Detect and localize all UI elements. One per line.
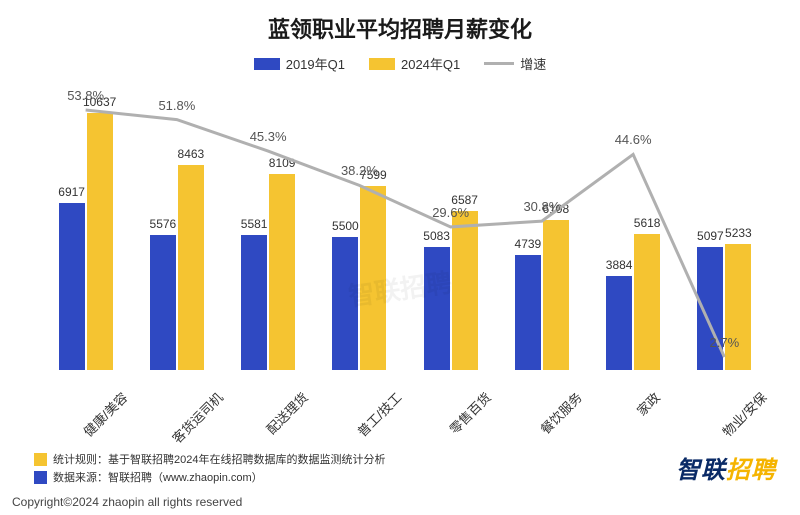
bar-2024: 6198 (543, 220, 569, 370)
brand-part2: 招聘 (726, 457, 776, 484)
bar-group: 691710637 (40, 113, 131, 370)
bar-value-label: 5097 (697, 229, 724, 243)
bars-row: 6917106375576846355818109550075995083658… (40, 80, 770, 370)
note-swatch-a (34, 471, 47, 484)
x-axis-label: 配送理货 (223, 372, 314, 442)
growth-label: 53.8% (67, 88, 104, 103)
legend-swatch-b (369, 58, 395, 70)
bar-2019: 5083 (424, 247, 450, 370)
note-source-text: 数据来源：智联招聘（www.zhaopin.com） (53, 469, 263, 485)
growth-label: 29.6% (432, 205, 469, 220)
bar-group: 55768463 (131, 165, 222, 370)
bar-value-label: 5083 (423, 229, 450, 243)
brand-logo: 智联招聘 (676, 450, 776, 485)
legend-series-b: 2024年Q1 (369, 54, 460, 73)
legend-label-a: 2019年Q1 (286, 54, 345, 73)
bar-value-label: 3884 (606, 258, 633, 272)
x-axis-label: 餐饮服务 (496, 372, 587, 442)
growth-label: 51.8% (158, 98, 195, 113)
x-axis-label: 健康/美容 (40, 372, 131, 442)
bar-group: 47396198 (496, 220, 587, 370)
note-rule-text: 统计规则：基于智联招聘2024年在线招聘数据库的数据监测统计分析 (53, 451, 385, 467)
note-swatch-b (34, 453, 47, 466)
x-axis-label: 普工/技工 (314, 372, 405, 442)
note-source: 数据来源：智联招聘（www.zhaopin.com） (34, 469, 385, 485)
growth-label: 38.2% (341, 163, 378, 178)
bar-value-label: 5233 (725, 226, 752, 240)
bar-2024: 5233 (725, 244, 751, 370)
x-axis-label: 零售百货 (405, 372, 496, 442)
bar-2024: 6587 (452, 211, 478, 370)
bar-group: 50975233 (679, 244, 770, 370)
bar-2019: 5500 (332, 237, 358, 370)
bar-value-label: 4739 (515, 237, 542, 251)
bar-2019: 4739 (515, 255, 541, 370)
bar-2024: 8463 (178, 165, 204, 370)
growth-label: 2.7% (710, 335, 740, 350)
note-rule: 统计规则：基于智联招聘2024年在线招聘数据库的数据监测统计分析 (34, 451, 385, 467)
bar-2019: 3884 (606, 276, 632, 370)
bar-2019: 5576 (150, 235, 176, 370)
legend-label-b: 2024年Q1 (401, 54, 460, 73)
copyright: Copyright©2024 zhaopin all rights reserv… (12, 495, 242, 509)
chart-title: 蓝领职业平均招聘月薪变化 (0, 0, 800, 44)
x-axis-label: 家政 (588, 372, 679, 442)
legend-series-c: 增速 (484, 54, 546, 73)
bar-group: 50836587 (405, 211, 496, 370)
growth-label: 30.8% (523, 199, 560, 214)
brand-part1: 智联 (676, 457, 726, 484)
x-axis: 健康/美容客货运司机配送理货普工/技工零售百货餐饮服务家政物业/安保 (40, 372, 770, 442)
bar-2024: 10637 (87, 113, 113, 370)
bar-value-label: 5581 (241, 217, 268, 231)
growth-label: 44.6% (615, 132, 652, 147)
bar-value-label: 5500 (332, 219, 359, 233)
bar-value-label: 8463 (178, 147, 205, 161)
x-axis-label: 物业/安保 (679, 372, 770, 442)
legend-label-c: 增速 (520, 54, 546, 73)
bar-value-label: 5576 (150, 217, 177, 231)
bar-2019: 5581 (241, 235, 267, 370)
bar-2024: 8109 (269, 174, 295, 370)
bar-2019: 6917 (59, 203, 85, 370)
bar-value-label: 6917 (58, 185, 85, 199)
bar-2024: 7599 (360, 186, 386, 370)
footer-notes: 统计规则：基于智联招聘2024年在线招聘数据库的数据监测统计分析 数据来源：智联… (34, 449, 385, 485)
legend-line-icon (484, 62, 514, 65)
growth-label: 45.3% (250, 129, 287, 144)
x-axis-label: 客货运司机 (131, 372, 222, 442)
bar-group: 38845618 (588, 234, 679, 370)
bar-group: 55818109 (223, 174, 314, 370)
bar-value-label: 5618 (634, 216, 661, 230)
legend-series-a: 2019年Q1 (254, 54, 345, 73)
legend: 2019年Q1 2024年Q1 增速 (0, 54, 800, 73)
bar-value-label: 8109 (269, 156, 296, 170)
chart-area: 6917106375576846355818109550075995083658… (40, 80, 770, 370)
bar-2024: 5618 (634, 234, 660, 370)
legend-swatch-a (254, 58, 280, 70)
bar-2019: 5097 (697, 247, 723, 370)
bar-group: 55007599 (314, 186, 405, 370)
